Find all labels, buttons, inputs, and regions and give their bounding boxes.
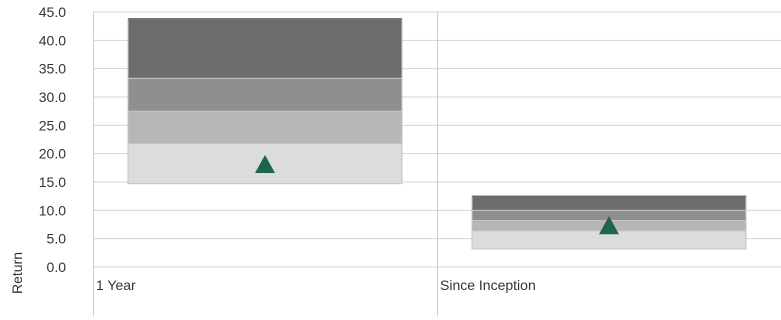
y-tick-label: 35.0: [39, 61, 66, 77]
y-axis-title: Return: [9, 252, 25, 294]
bar-segment: [127, 110, 403, 144]
bar-segment: [127, 77, 403, 112]
marker-triangle: [255, 155, 275, 173]
markers: [255, 155, 619, 235]
marker-triangle: [599, 216, 619, 235]
y-tick-label: 30.0: [39, 89, 66, 105]
y-tick-label: 0.0: [47, 259, 67, 275]
y-tick-label: 10.0: [39, 202, 66, 218]
y-tick-label: 15.0: [39, 174, 66, 190]
x-axis: 1 Year Since Inception: [96, 277, 536, 293]
y-tick-label: 45.0: [39, 4, 66, 20]
y-axis: 0.0 5.0 10.0 15.0 20.0 25.0 30.0 35.0 40.0 45.0: [39, 4, 66, 275]
bar-segment: [471, 195, 747, 211]
category-label: Since Inception: [440, 277, 536, 293]
bar-segment: [127, 18, 403, 79]
y-tick-label: 25.0: [39, 117, 66, 133]
category-label: 1 Year: [96, 277, 136, 293]
y-tick-label: 40.0: [39, 32, 66, 48]
y-tick-label: 5.0: [47, 231, 67, 247]
y-tick-label: 20.0: [39, 146, 66, 162]
